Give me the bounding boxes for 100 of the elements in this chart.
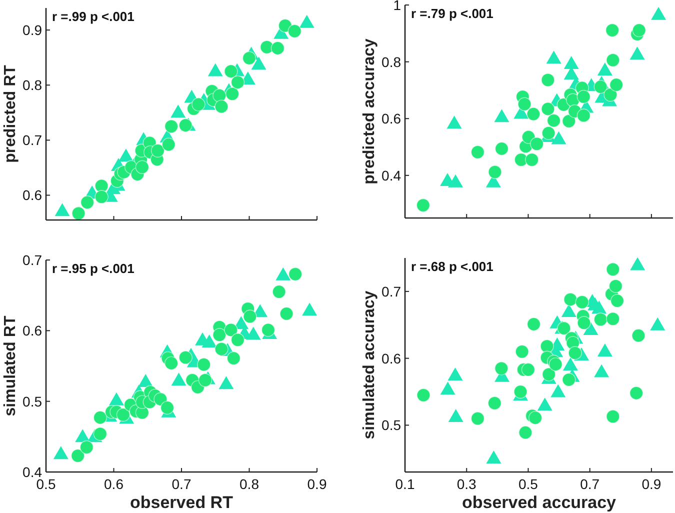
point (162, 138, 176, 152)
annotation: r =.95 p <.001 (52, 261, 134, 276)
point (150, 144, 165, 158)
point (583, 322, 598, 336)
point (630, 46, 645, 60)
point (192, 98, 206, 112)
point (224, 323, 238, 337)
point (530, 137, 544, 151)
point (202, 334, 217, 348)
point (562, 372, 576, 387)
point (564, 56, 579, 70)
point (494, 361, 508, 376)
point (299, 14, 314, 28)
point (629, 386, 644, 400)
point (416, 198, 430, 212)
y-tick-label: 0.4 (382, 167, 402, 184)
point (630, 257, 646, 270)
point (214, 342, 228, 356)
point (208, 63, 223, 76)
point (606, 53, 620, 67)
point (594, 80, 608, 94)
point (526, 317, 541, 332)
point (416, 388, 430, 402)
y-tick-label: 0.5 (382, 417, 402, 434)
point (243, 310, 257, 324)
point (632, 328, 646, 342)
point (561, 304, 576, 317)
point (606, 410, 620, 424)
point (116, 408, 130, 422)
point (135, 160, 150, 174)
point (522, 130, 536, 144)
point (577, 316, 591, 330)
x-tick-label: 0.7 (172, 476, 192, 492)
y-axis-title: predicted accuracy (361, 38, 378, 184)
point (597, 343, 612, 356)
point (160, 400, 174, 415)
y-tick-label: 0.8 (22, 77, 42, 94)
x-tick-label: 0.8 (240, 476, 260, 492)
point (651, 6, 666, 20)
y-tick-label: 0.8 (382, 54, 402, 70)
y-axis-title: simulated accuracy (361, 290, 378, 440)
x-tick-label: 0.7 (580, 476, 600, 492)
y-tick-label: 0.6 (22, 322, 42, 339)
point (246, 326, 261, 340)
point (198, 373, 212, 387)
point (70, 448, 85, 463)
point (138, 374, 154, 388)
x-tick-label: 0.3 (456, 476, 477, 492)
point (440, 382, 456, 395)
point (197, 358, 211, 372)
point (605, 23, 620, 38)
annotation: r =.79 p <.001 (411, 6, 494, 21)
point (178, 118, 192, 132)
point (171, 372, 186, 386)
y-tick-label: 0.9 (22, 22, 42, 38)
y-axis-title: simulated RT (2, 316, 19, 416)
point (550, 384, 566, 398)
point (93, 426, 108, 441)
point (448, 174, 464, 188)
point (551, 131, 566, 144)
y-tick-label: 0.6 (22, 187, 42, 204)
point (562, 114, 576, 128)
point (278, 18, 292, 32)
point (170, 104, 186, 118)
point (650, 317, 666, 330)
point (514, 384, 528, 399)
point (261, 323, 276, 337)
point (594, 364, 610, 378)
x-tick-label: 0.9 (642, 476, 662, 492)
x-tick-label: 0.6 (104, 476, 124, 492)
point (80, 196, 94, 210)
point (542, 126, 556, 140)
point (164, 356, 178, 370)
point (541, 73, 555, 87)
point (518, 97, 532, 111)
point (212, 88, 226, 102)
point (594, 312, 608, 326)
point (212, 328, 226, 342)
point (108, 392, 124, 406)
point (224, 64, 238, 78)
point (546, 114, 561, 128)
annotation: r =.99 p <.001 (52, 9, 134, 24)
point (53, 446, 68, 460)
point (230, 75, 245, 90)
point (272, 284, 286, 299)
point (270, 41, 285, 56)
point (564, 292, 578, 306)
y-tick-label: 1 (393, 0, 402, 13)
x-axis-title: observed RT (130, 493, 234, 512)
point (118, 148, 134, 162)
point (604, 88, 618, 102)
y-tick-label: 0.7 (382, 283, 402, 300)
x-axis-title: observed accuracy (462, 493, 617, 512)
point (568, 346, 582, 360)
x-tick-label: 0.1 (395, 476, 415, 492)
point (94, 190, 108, 204)
point (446, 116, 462, 129)
point (597, 62, 612, 76)
point (230, 333, 245, 347)
point (525, 152, 539, 167)
